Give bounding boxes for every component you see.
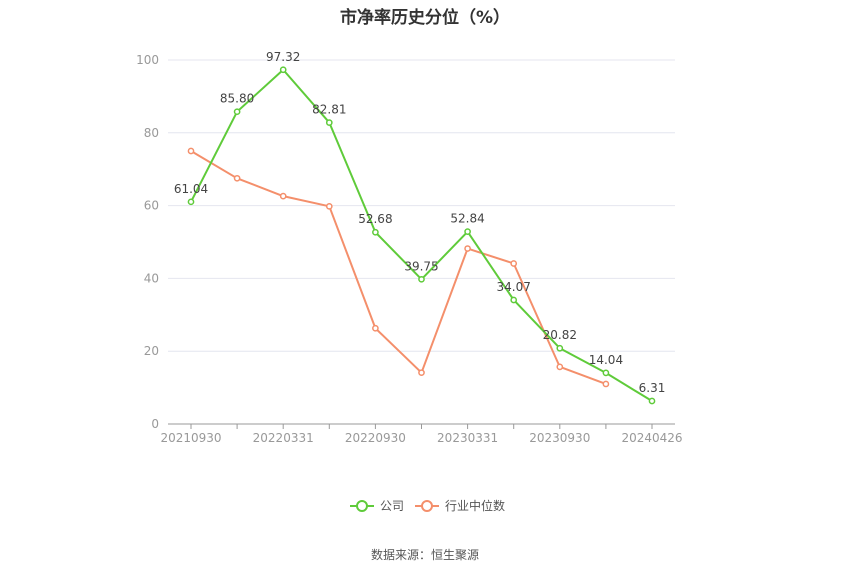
data-label: 61.04 <box>174 182 208 196</box>
legend-item-company: 公司 <box>350 499 404 513</box>
x-tick-label: 20230930 <box>529 431 590 445</box>
legend: 公司 行业中位数 <box>350 498 505 513</box>
y-tick-label: 100 <box>136 53 159 67</box>
x-tick-label: 20230331 <box>437 431 498 445</box>
y-tick-label: 20 <box>144 344 159 358</box>
company-point <box>556 344 564 352</box>
data-labels: 61.04 85.80 97.32 82.81 52.68 39.75 52.84 34.07… <box>174 50 666 395</box>
data-label: 52.84 <box>450 212 484 226</box>
legend-item-industry: 行业中位数 <box>415 498 505 513</box>
company-point <box>602 369 610 377</box>
y-tick-label: 40 <box>144 271 159 285</box>
industry-point <box>279 192 287 200</box>
y-tick-label: 60 <box>144 199 159 213</box>
industry-point <box>372 324 379 332</box>
industry-point <box>418 369 425 377</box>
company-point <box>510 296 518 304</box>
company-point <box>418 275 425 283</box>
data-label: 85.80 <box>220 92 254 106</box>
industry-point <box>464 245 471 252</box>
data-label: 6.31 <box>639 381 666 395</box>
legend-marker <box>356 500 368 512</box>
x-tick-label: 20220930 <box>345 431 406 445</box>
y-tick-label: 0 <box>151 417 159 431</box>
x-tick-label: 20220331 <box>253 431 314 445</box>
y-tick-label: 80 <box>144 126 159 140</box>
company-point <box>233 108 241 116</box>
industry-point <box>233 174 241 182</box>
company-point <box>187 198 195 206</box>
data-label: 82.81 <box>312 103 346 117</box>
chart-title: 市净率历史分位（%） <box>339 8 511 28</box>
company-point <box>372 228 379 236</box>
industry-point <box>325 202 333 210</box>
axes: 0 20 40 60 80 100 20210930 20220331 20220930 2023… <box>136 53 682 445</box>
company-point <box>464 228 471 236</box>
industry-line <box>190 150 607 385</box>
data-label: 97.32 <box>266 50 300 64</box>
x-tick-label: 20240426 <box>621 431 682 445</box>
industry-point <box>510 260 518 267</box>
company-point <box>279 66 287 74</box>
legend-marker <box>421 500 433 512</box>
data-label: 39.75 <box>404 259 438 273</box>
data-label: 20.82 <box>543 328 577 342</box>
legend-label: 公司 <box>380 499 404 513</box>
industry-point <box>556 363 564 371</box>
company-point <box>648 397 656 405</box>
company-point <box>325 119 333 126</box>
legend-label: 行业中位数 <box>445 498 505 513</box>
series-lines <box>187 66 656 405</box>
data-label: 14.04 <box>589 353 623 367</box>
industry-point <box>602 380 610 388</box>
data-label: 52.68 <box>358 212 392 226</box>
industry-point <box>187 147 195 155</box>
data-label: 34.07 <box>497 280 531 294</box>
x-tick-label: 20210930 <box>160 431 221 445</box>
source-note: 数据来源：恒生聚源 <box>370 548 479 562</box>
